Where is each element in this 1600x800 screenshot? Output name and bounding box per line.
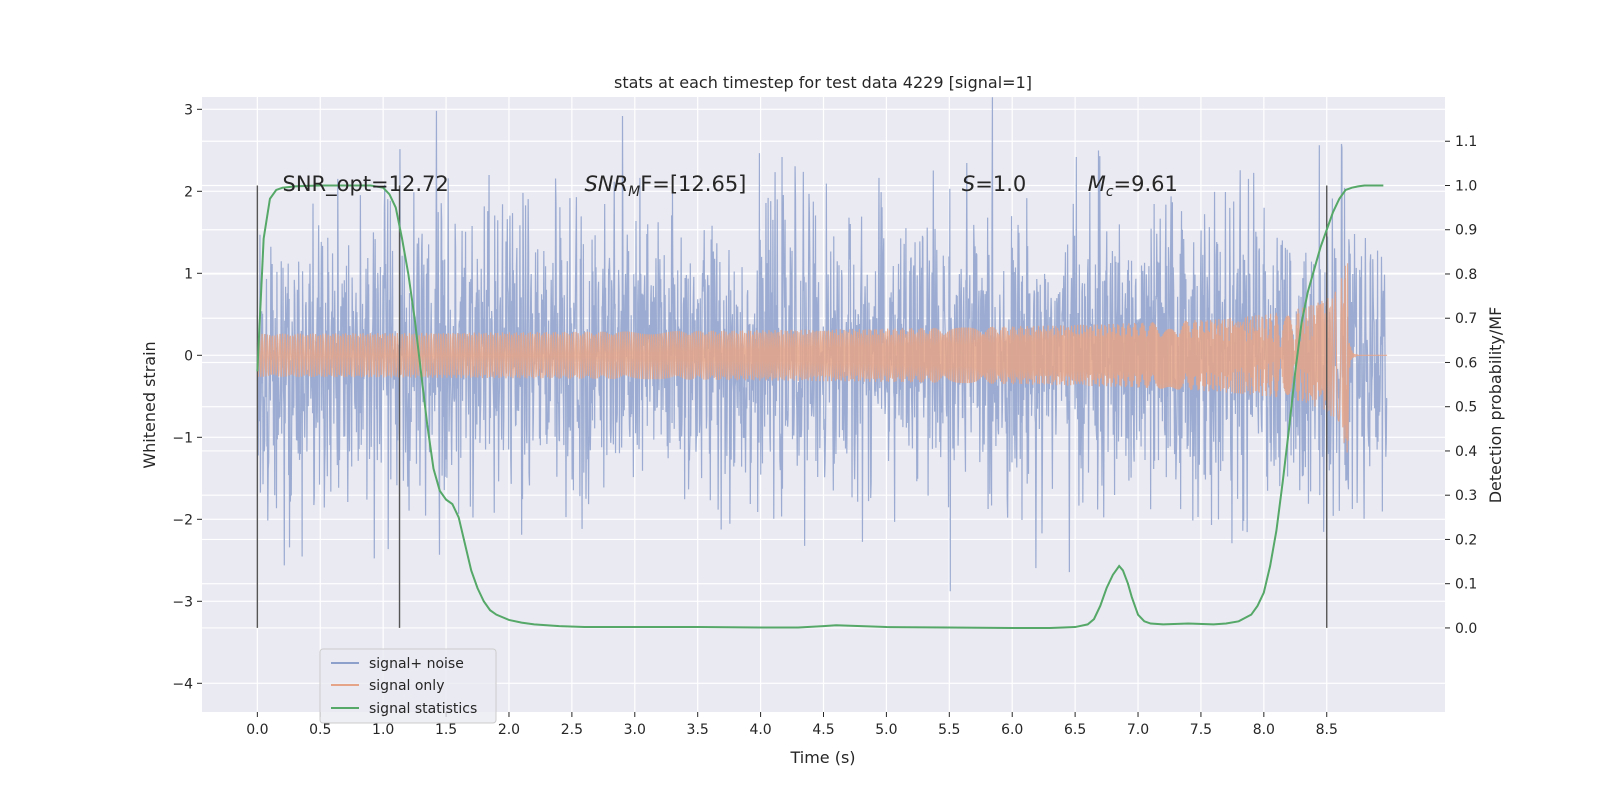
x-tick-label-1: 0.5 (309, 722, 331, 738)
x-tick-label-8: 4.0 (749, 722, 771, 738)
x-tick-label-7: 3.5 (687, 722, 709, 738)
annotations: SNR_opt=12.72 SNRMF=[12.65] S=1.0 Mc=9.61 (283, 172, 1178, 200)
legend-label-signal-statistics: signal statistics (369, 701, 477, 717)
annotation-1: SNRMF=[12.65] (584, 172, 746, 200)
y-tick-label-2: −2 (172, 512, 193, 528)
y-tick-label-4: 0 (184, 348, 193, 364)
signal-statistics-line (256, 184, 1384, 629)
y-axis-label-right: Detection probability/MF (1486, 307, 1505, 504)
y-right-tick-label-5: 0.5 (1455, 400, 1477, 416)
y-right-tick-label-4: 0.4 (1455, 444, 1477, 460)
y-ticks-right: 0.0 0.1 0.2 0.3 0.4 0.5 0.6 0.7 0.8 0.9 1.0 1.1 (1445, 134, 1477, 637)
x-tick-label-6: 3.0 (624, 722, 646, 738)
annotation-2: S=1.0 (962, 172, 1026, 196)
series-signal-only (256, 263, 1388, 453)
x-tick-label-13: 6.5 (1064, 722, 1086, 738)
y-right-tick-label-8: 0.8 (1455, 267, 1477, 283)
x-tick-label-2: 1.0 (372, 722, 394, 738)
y-right-tick-label-6: 0.6 (1455, 355, 1477, 371)
x-ticks: 0.0 0.5 1.0 1.5 2.0 2.5 3.0 3.5 4.0 4.5 5.0 5.5 6.0 6… (246, 712, 1338, 738)
x-tick-label-11: 5.5 (938, 722, 960, 738)
x-tick-label-5: 2.5 (561, 722, 583, 738)
vertical-markers (256, 185, 1328, 628)
y-tick-label-7: 3 (184, 102, 193, 118)
y-right-tick-label-9: 0.9 (1455, 223, 1477, 239)
legend-label-signal-noise: signal+ noise (369, 656, 464, 672)
legend-box (319, 648, 497, 724)
y-right-tick-label-7: 0.7 (1455, 311, 1477, 327)
x-tick-label-4: 2.0 (498, 722, 520, 738)
y-right-tick-label-11: 1.1 (1455, 134, 1477, 150)
y-right-tick-label-2: 0.2 (1455, 532, 1477, 548)
x-tick-label-0: 0.0 (246, 722, 268, 738)
y-tick-label-1: −3 (172, 594, 193, 610)
series-signal-statistics (256, 184, 1384, 629)
legend-label-signal-only: signal only (369, 678, 444, 694)
y-tick-label-6: 2 (184, 184, 193, 200)
chart-title: stats at each timestep for test data 422… (614, 73, 1032, 92)
x-tick-label-10: 5.0 (875, 722, 897, 738)
y-tick-label-0: −4 (172, 676, 193, 692)
legend: signal+ noise signal only signal statist… (319, 648, 497, 724)
annotation-0: SNR_opt=12.72 (283, 172, 449, 197)
x-tick-label-9: 4.5 (812, 722, 834, 738)
x-tick-label-15: 7.5 (1190, 722, 1212, 738)
x-axis-label: Time (s) (789, 748, 855, 767)
x-tick-label-16: 8.0 (1253, 722, 1275, 738)
x-tick-label-12: 6.0 (1001, 722, 1023, 738)
y-right-tick-label-1: 0.1 (1455, 577, 1477, 593)
y-right-tick-label-0: 0.0 (1455, 621, 1477, 637)
signal-only-line (256, 263, 1388, 453)
y-right-tick-label-3: 0.3 (1455, 488, 1477, 504)
x-tick-label-14: 7.0 (1127, 722, 1149, 738)
y-tick-label-5: 1 (184, 266, 193, 282)
x-tick-label-3: 1.5 (435, 722, 457, 738)
y-ticks-left: −4 −3 −2 −1 0 1 2 3 (172, 102, 202, 692)
x-tick-label-17: 8.5 (1316, 722, 1338, 738)
y-tick-label-3: −1 (172, 430, 193, 446)
annotation-3: Mc=9.61 (1088, 172, 1178, 200)
y-right-tick-label-10: 1.0 (1455, 178, 1477, 194)
y-axis-label-left: Whitened strain (140, 341, 159, 468)
